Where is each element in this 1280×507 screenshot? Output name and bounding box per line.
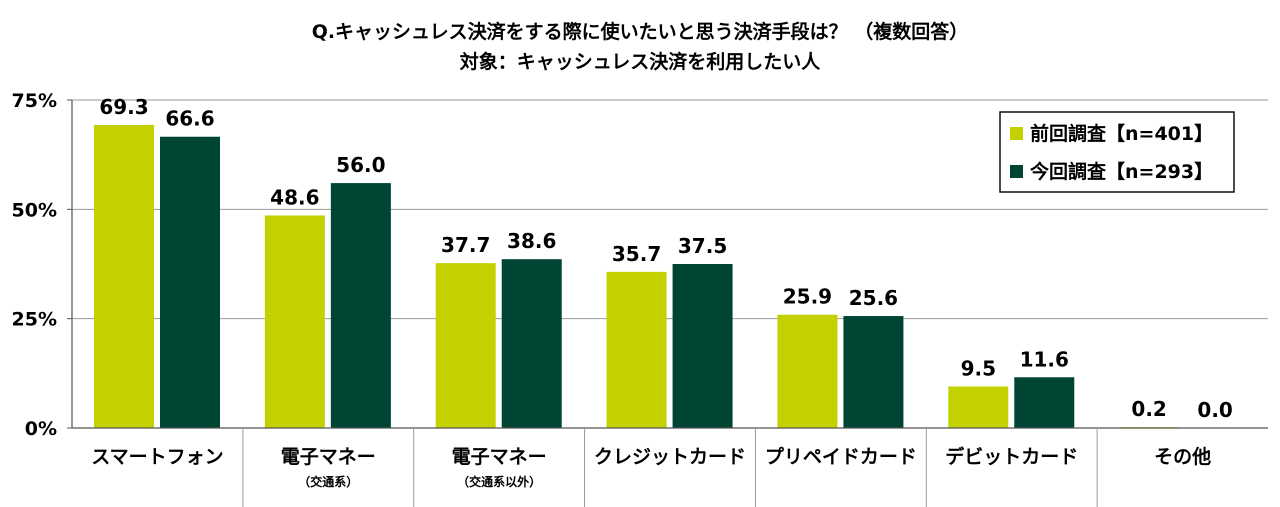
data-label: 66.6 [165,107,214,131]
data-label: 25.9 [783,285,832,309]
y-tick-label: 50% [12,199,57,221]
bar-series-2 [501,259,562,428]
data-label: 35.7 [612,242,661,266]
bar-series-1 [435,263,496,428]
legend-box [999,111,1235,193]
legend-swatch [1010,165,1023,178]
data-label: 0.2 [1131,397,1166,421]
x-tick-label: スマートフォン [91,446,223,468]
axes: 0% 25% 50% 75% [12,90,1268,440]
bar-series-2 [160,136,220,428]
bar-series-1 [264,215,325,428]
data-labels: 69.3 66.6 48.6 56.0 37.7 38.6 35.7 37.5 25.9 25.6… [99,95,1233,422]
bar-series-2 [1014,377,1075,428]
legend-swatch [1010,127,1023,140]
data-label: 38.6 [507,229,556,253]
legend: 前回調査【n=401】今回調査【n=293】 [999,111,1235,193]
bars [94,124,1180,428]
category-labels: スマートフォン 電子マネー （交通系） 電子マネー （交通系以外） クレジットカード プリペ… [91,428,1211,507]
data-label: 48.6 [270,185,319,209]
chart-title-line2: 対象：キャッシュレス決済を利用したい人 [459,50,822,73]
data-label: 11.6 [1020,347,1069,371]
y-tick-label: 0% [25,418,57,440]
data-label: 69.3 [99,95,148,119]
x-tick-label: クレジットカード [594,446,746,468]
data-label: 56.0 [336,153,385,177]
data-label: 37.7 [441,233,490,257]
x-tick-label: デビットカード [945,445,1078,468]
y-tick-label: 25% [12,309,57,331]
x-tick-sublabel: （交通系以外） [457,474,541,489]
x-tick-label: プリペイドカード [765,445,917,468]
legend-label: 前回調査【n=401】 [1030,122,1213,145]
bar-series-1 [94,124,154,428]
bar-series-1 [777,314,838,428]
bar-series-2 [330,183,391,428]
x-tick-sublabel: （交通系） [298,474,358,489]
bar-series-1 [948,386,1009,428]
x-tick-label: 電子マネー [281,446,376,468]
data-label: 37.5 [678,234,727,258]
legend-label: 今回調査【n=293】 [1029,160,1213,183]
chart-title-line1: Q.キャッシュレス決済をする際に使いたいと思う決済手段は？ （複数回答） [312,20,969,43]
data-label: 0.0 [1197,398,1232,422]
bar-series-2 [843,316,904,428]
x-tick-label: その他 [1154,445,1211,468]
bar-series-1 [606,271,667,428]
bar-series-2 [672,264,733,428]
x-tick-label: 電子マネー [452,446,547,468]
y-tick-label: 75% [12,90,57,112]
data-label: 9.5 [961,356,996,380]
data-label: 25.6 [849,286,898,310]
